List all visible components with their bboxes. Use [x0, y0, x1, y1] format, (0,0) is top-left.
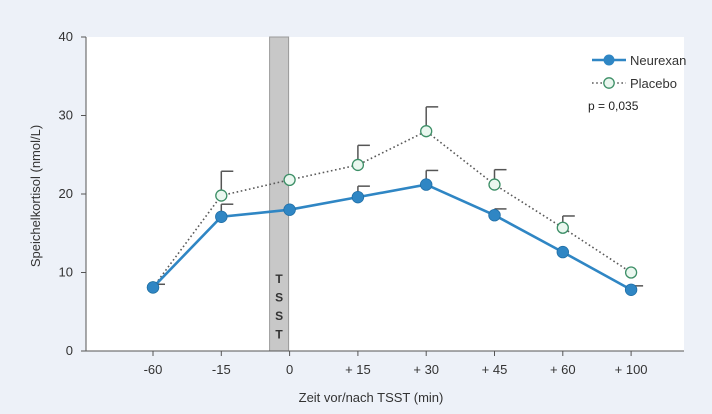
data-point [488, 178, 501, 191]
tsst-band-letter: S [275, 309, 283, 323]
series-line [152, 183, 632, 291]
legend-label-placebo: Placebo [630, 76, 677, 91]
data-point [556, 245, 570, 259]
data-point [146, 281, 160, 294]
data-point [283, 173, 296, 187]
x-tick-label: -60 [144, 362, 163, 377]
series-line [152, 130, 632, 288]
data-point [624, 283, 638, 296]
y-tick-label: 30 [59, 108, 73, 123]
plot-area [86, 37, 684, 351]
y-tick-label: 10 [59, 265, 73, 280]
legend-label-neurexan: Neurexan [630, 53, 686, 68]
x-tick-label: + 100 [615, 362, 648, 377]
data-point [215, 189, 228, 202]
legend-marker-neurexan [603, 54, 615, 66]
legend-marker-placebo [603, 77, 615, 89]
data-point [556, 221, 569, 234]
data-point [351, 190, 365, 204]
x-tick-label: + 15 [345, 362, 371, 377]
y-tick-label: 20 [59, 186, 73, 201]
data-point [215, 210, 228, 223]
y-tick-label: 40 [59, 29, 73, 44]
series-neurexan [146, 169, 644, 296]
x-tick-label: + 45 [482, 362, 508, 377]
y-tick-label: 0 [66, 343, 73, 358]
y-axis-title: Speichelkortisol (nmol/L) [28, 125, 43, 267]
x-tick-label: 0 [286, 362, 293, 377]
tsst-band-letter: S [275, 291, 283, 305]
data-point [283, 203, 296, 216]
data-point [420, 125, 433, 138]
x-tick-label: + 30 [413, 362, 439, 377]
data-point [624, 266, 638, 279]
data-point [488, 208, 501, 222]
x-axis-title: Zeit vor/nach TSST (min) [299, 390, 444, 405]
data-point [420, 178, 433, 191]
legend: Neurexan Placebo [592, 53, 686, 91]
p-value-annotation: p = 0,035 [588, 99, 639, 113]
tsst-band-letter: T [275, 328, 283, 342]
tsst-band-letter: T [275, 272, 283, 286]
data-point [351, 158, 365, 172]
x-tick-label: + 60 [550, 362, 576, 377]
x-tick-label: -15 [212, 362, 231, 377]
